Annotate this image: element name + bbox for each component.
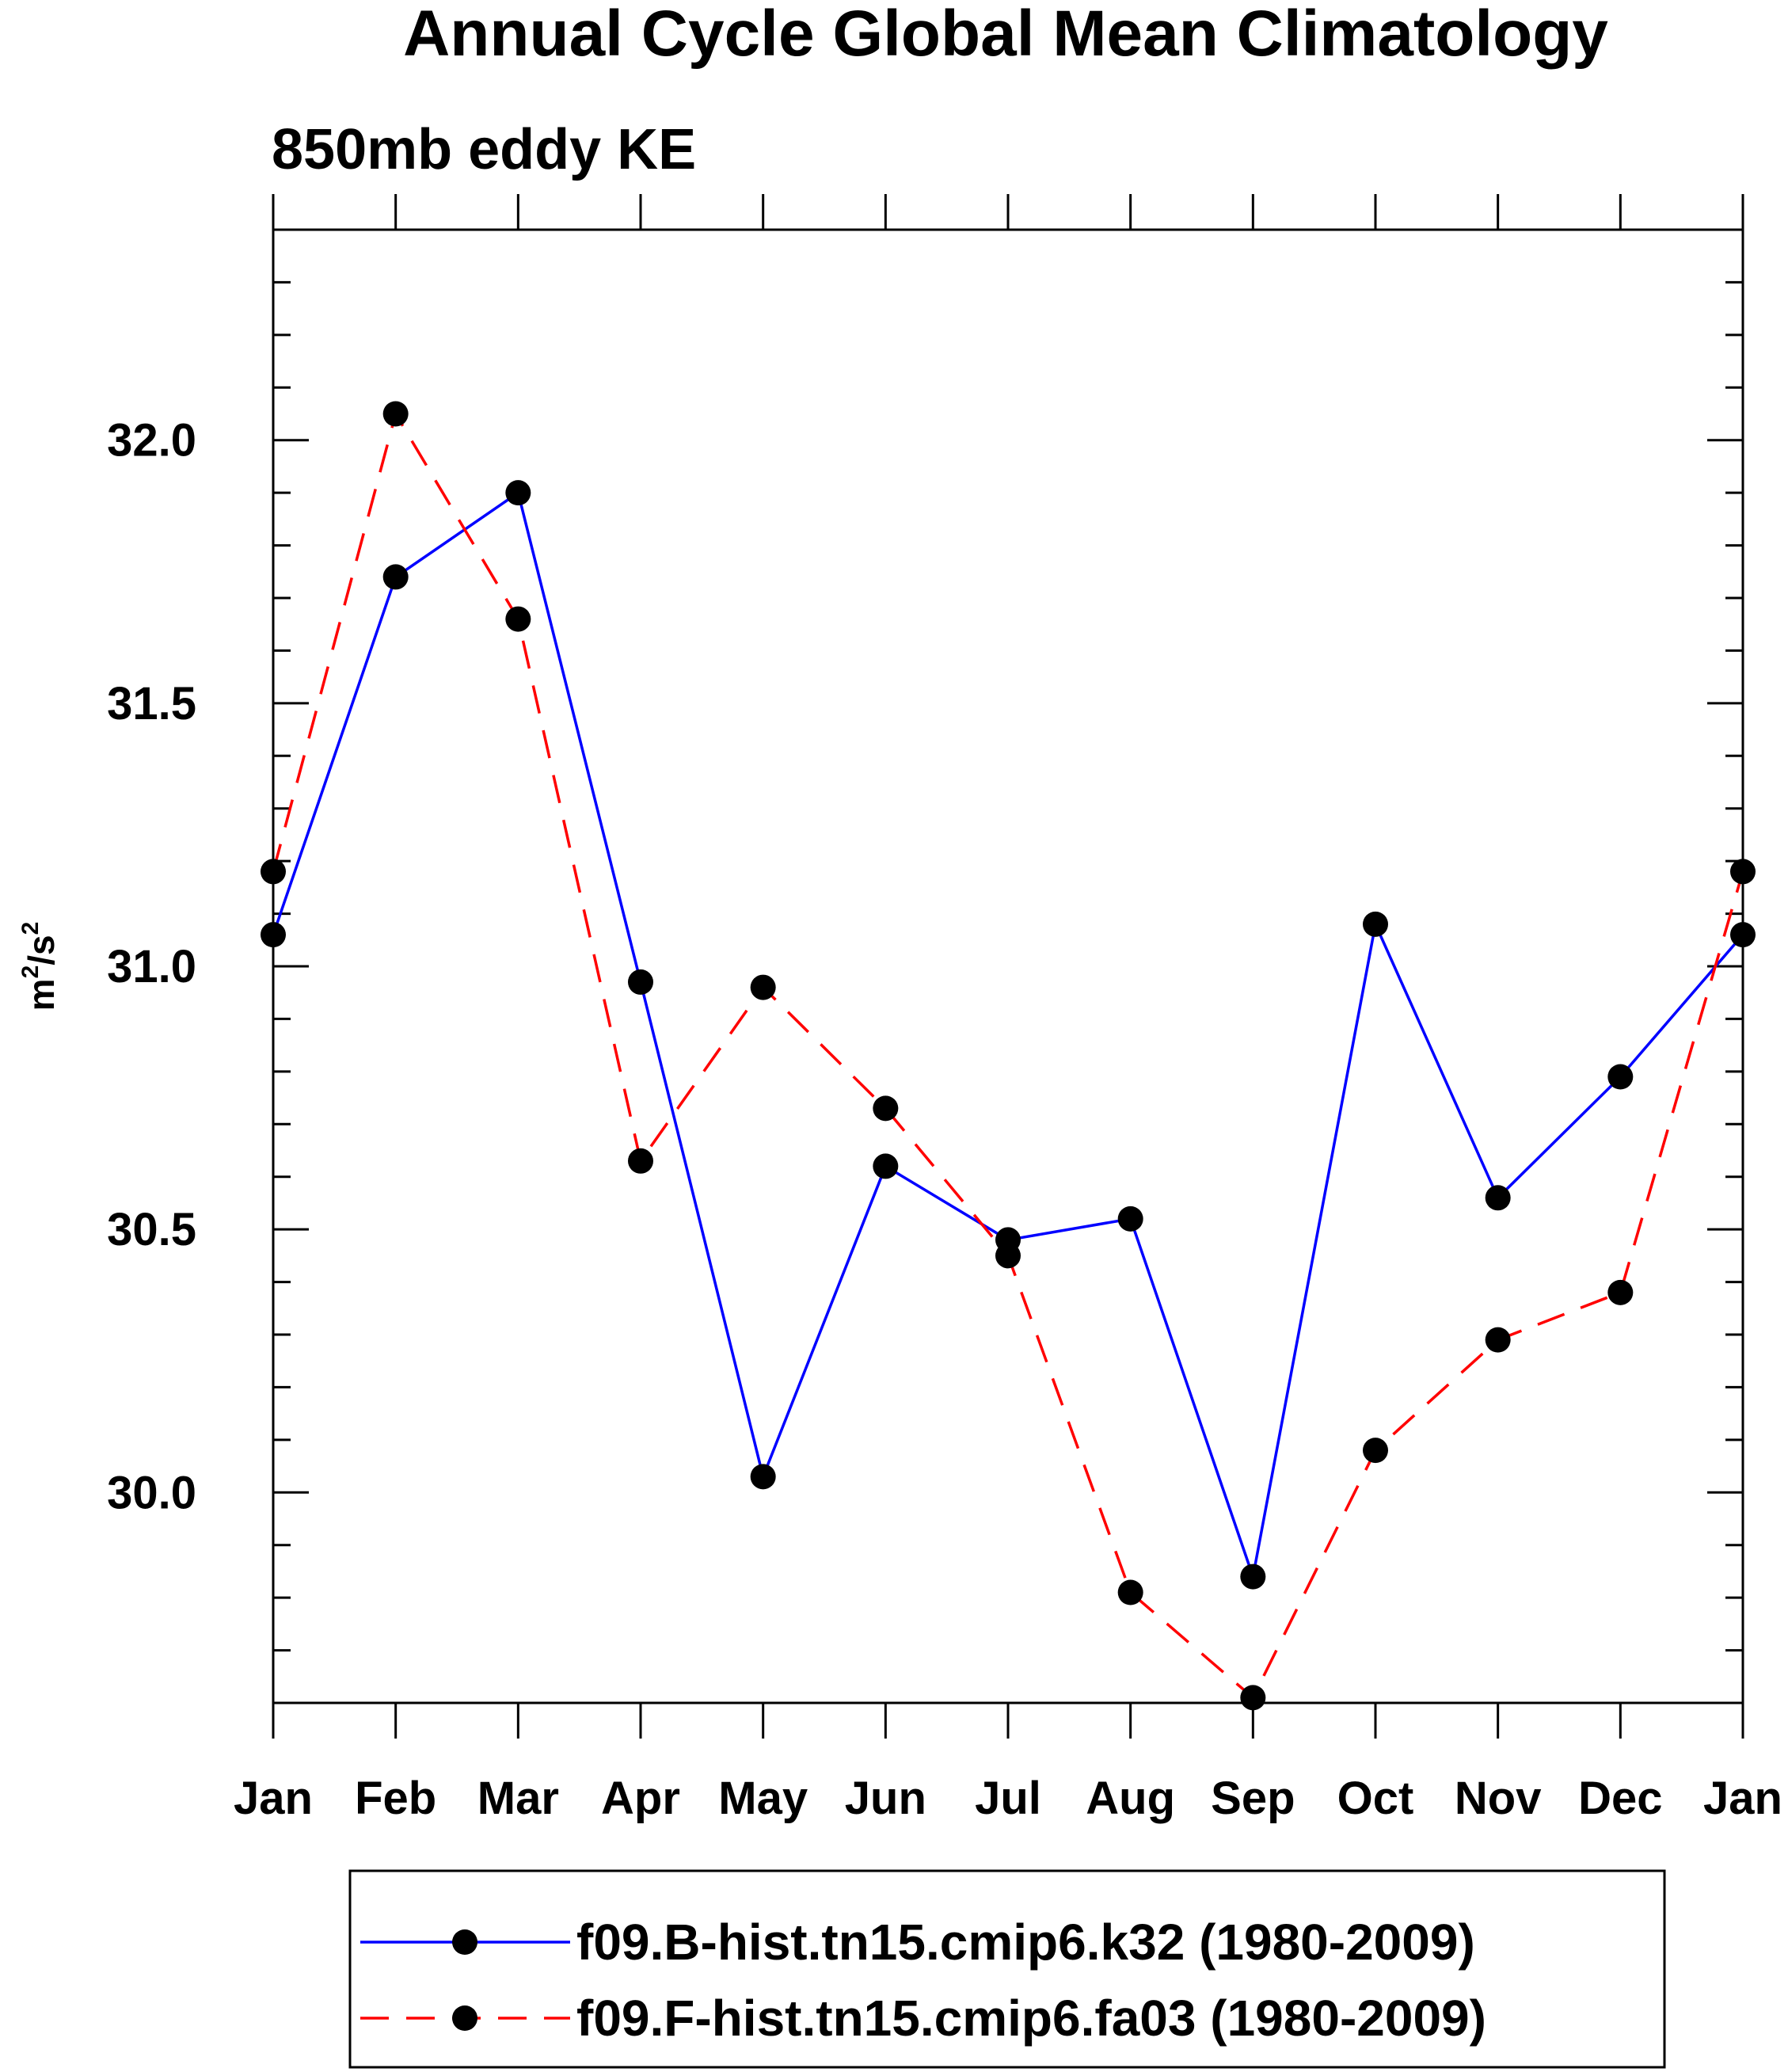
series-2-point bbox=[1363, 1438, 1388, 1464]
y-tick-label: 31.0 bbox=[107, 941, 196, 992]
y-axis-label-mid: /s bbox=[21, 935, 62, 965]
series-1-point bbox=[750, 1464, 776, 1490]
x-tick-label: Dec bbox=[1578, 1773, 1662, 1824]
y-tick-label: 32.0 bbox=[107, 415, 196, 467]
x-tick-label: Sep bbox=[1211, 1773, 1295, 1824]
series-2-point bbox=[382, 401, 409, 427]
series-2-point bbox=[1730, 859, 1756, 885]
x-tick-label: Jan bbox=[1703, 1773, 1782, 1824]
series-1-point bbox=[1240, 1564, 1266, 1590]
svg-text:m2/s2: m2/s2 bbox=[17, 922, 62, 1011]
legend-label-2: f09.F-hist.tn15.cmip6.fa03 (1980-2009) bbox=[576, 1990, 1486, 2047]
chart-title: Annual Cycle Global Mean Climatology bbox=[403, 0, 1608, 70]
legend-box bbox=[348, 1869, 1666, 2069]
x-tick-label: Nov bbox=[1455, 1773, 1542, 1824]
y-axis-label-base: m bbox=[21, 978, 62, 1011]
series-2-point bbox=[1117, 1579, 1143, 1605]
legend: f09.B-hist.tn15.cmip6.k32 (1980-2009) f09… bbox=[360, 1914, 1486, 2047]
series-1-point bbox=[1363, 911, 1388, 937]
series-1-point bbox=[261, 922, 286, 948]
series-2-point bbox=[628, 1148, 653, 1174]
chart-subtitle: 850mb eddy KE bbox=[272, 118, 696, 181]
x-tick-label: Oct bbox=[1337, 1773, 1414, 1824]
series-1-point bbox=[1607, 1064, 1634, 1090]
series-2-point bbox=[261, 859, 286, 885]
y-tick-label: 30.0 bbox=[107, 1467, 196, 1518]
series-2-point bbox=[750, 974, 776, 1000]
series-2-point bbox=[505, 606, 531, 632]
x-tick-label: May bbox=[718, 1773, 808, 1824]
y-tick-label: 30.5 bbox=[107, 1204, 196, 1255]
series-2-point bbox=[1485, 1327, 1511, 1353]
legend-label-1: f09.B-hist.tn15.cmip6.k32 (1980-2009) bbox=[576, 1914, 1475, 1971]
x-tick-label: Mar bbox=[477, 1773, 559, 1824]
series-1-point bbox=[1117, 1205, 1143, 1232]
series-line-2 bbox=[272, 412, 1744, 1700]
series-1-point bbox=[873, 1153, 899, 1179]
x-tick-label: Jun bbox=[845, 1773, 926, 1824]
axis-ticks bbox=[272, 194, 1744, 1739]
series-2-point bbox=[873, 1095, 899, 1122]
series-1-point bbox=[505, 480, 531, 506]
x-tick-label: Jan bbox=[234, 1773, 313, 1824]
x-tick-label: Apr bbox=[601, 1773, 680, 1824]
series-2-point bbox=[995, 1243, 1021, 1269]
y-axis-label-sup1: 2 bbox=[17, 966, 44, 979]
plot-frame bbox=[272, 228, 1744, 1704]
series-line-1 bbox=[272, 491, 1744, 1579]
x-tick-label: Feb bbox=[355, 1773, 436, 1824]
x-tick-label: Aug bbox=[1086, 1773, 1175, 1824]
series-1-point bbox=[382, 564, 409, 590]
series-layer bbox=[261, 401, 1756, 1711]
series-1-point bbox=[1730, 922, 1756, 948]
y-tick-labels: 30.0 30.5 31.0 31.5 32.0 bbox=[107, 415, 196, 1519]
series-2-point bbox=[1240, 1685, 1266, 1711]
series-2-point bbox=[1607, 1279, 1634, 1305]
series-1-point bbox=[628, 969, 653, 995]
x-tick-labels: Jan Feb Mar Apr May Jun Jul Aug Sep Oct Nov Dec Jan bbox=[234, 1773, 1782, 1824]
y-axis-label-sup2: 2 bbox=[17, 922, 44, 935]
legend-marker-1 bbox=[452, 1929, 477, 1955]
x-tick-label: Jul bbox=[975, 1773, 1041, 1824]
series-1-point bbox=[1485, 1185, 1511, 1211]
y-axis-label: m2/s2 bbox=[17, 922, 62, 1011]
y-tick-label: 31.5 bbox=[107, 678, 196, 729]
legend-marker-2 bbox=[452, 2005, 477, 2031]
